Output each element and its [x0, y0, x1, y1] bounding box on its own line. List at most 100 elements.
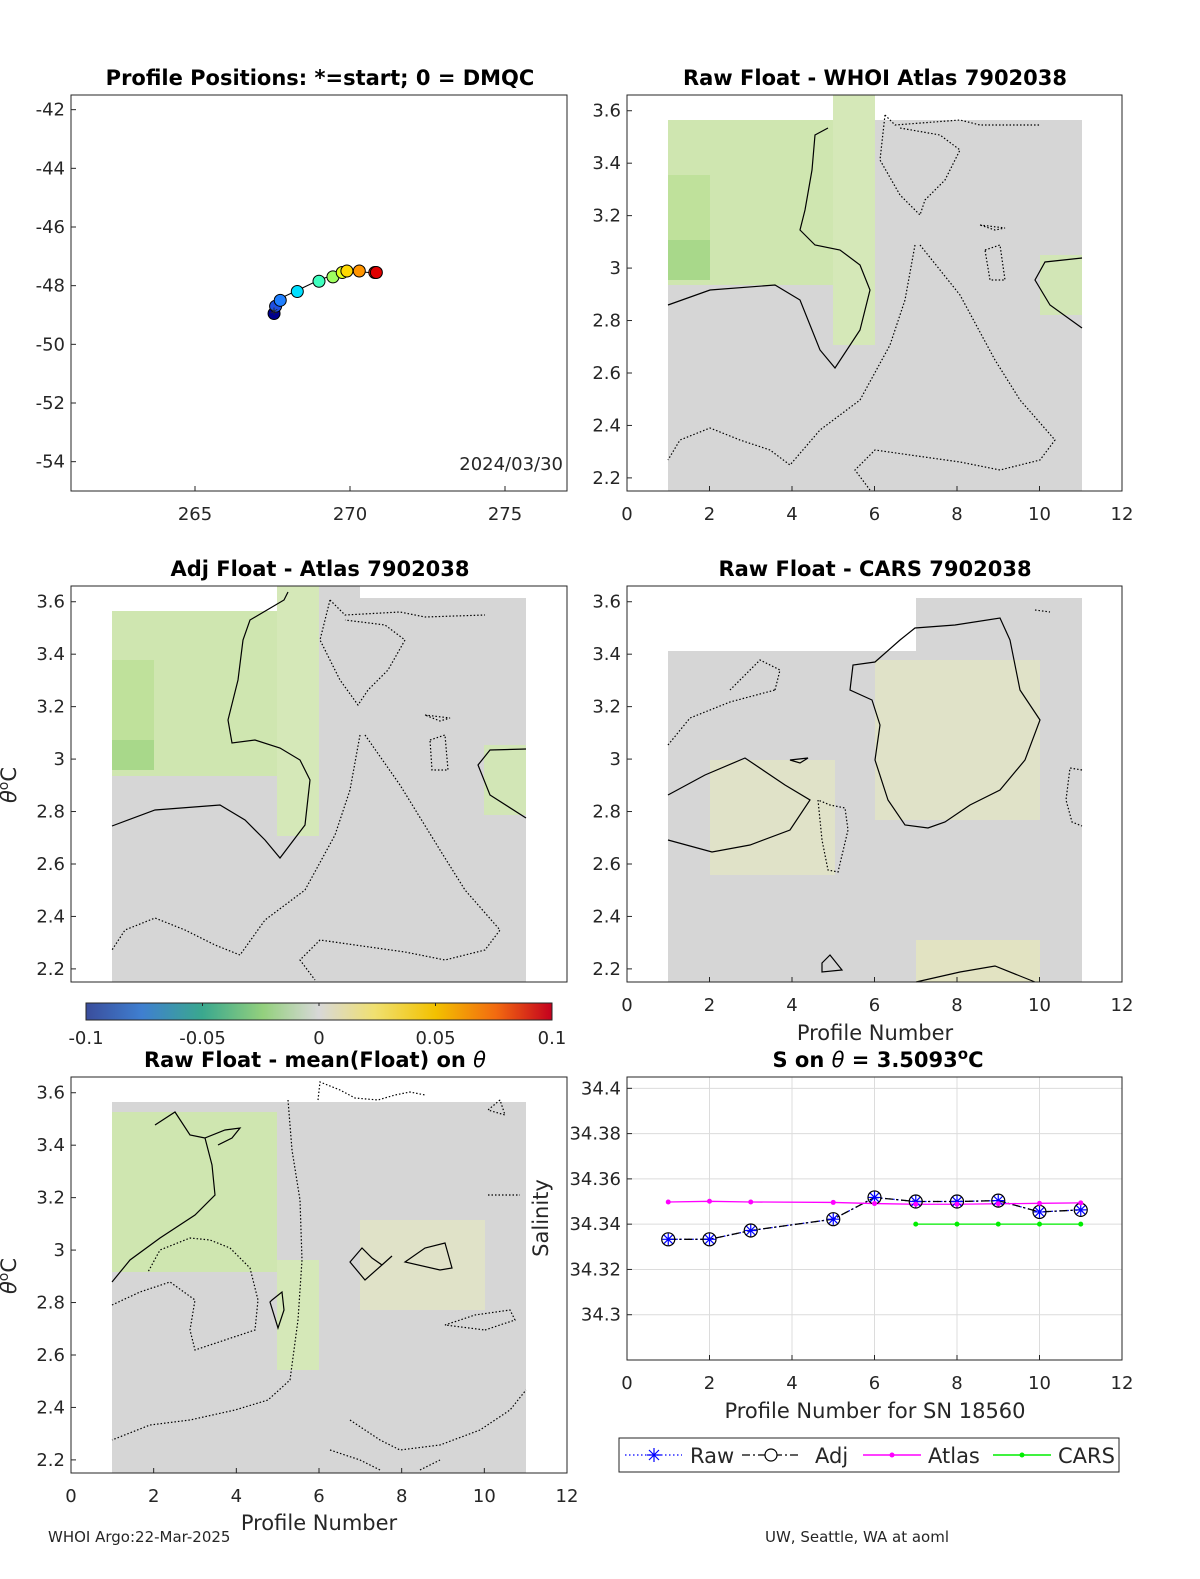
raw-cars-panel: Raw Float - CARS 7902038 3.6 3.4 3.2 3 2.8 2.… — [592, 557, 1133, 1045]
y-tick-label: 2.6 — [36, 854, 65, 875]
adj-atlas-blank-right — [526, 586, 567, 982]
series-line-atlas — [668, 1200, 1081, 1205]
series-point-raw — [1033, 1205, 1046, 1218]
y-tick-label: 2.4 — [36, 906, 65, 927]
y-tick-label: -52 — [36, 393, 65, 414]
series-point-raw — [992, 1194, 1005, 1207]
positions-title: Profile Positions: *=start; 0 = DMQC — [106, 66, 535, 90]
legend-atlas-label: Atlas — [928, 1444, 980, 1468]
series-point-cars — [1078, 1221, 1084, 1227]
y-tick-label: -54 — [36, 452, 65, 473]
colorbar-tick-label: -0.05 — [179, 1028, 226, 1049]
y-tick-label: 3.6 — [592, 592, 621, 613]
series-point-atlas — [830, 1199, 836, 1205]
y-tick-label: 3.4 — [36, 644, 65, 665]
adj-atlas-y-ticks: 3.6 3.4 3.2 3 2.8 2.6 2.4 2.2 — [36, 592, 76, 980]
x-tick-label: 12 — [1111, 504, 1134, 525]
y-tick-label: 2.4 — [592, 906, 621, 927]
y-tick-label: 3.2 — [592, 697, 621, 718]
series-point-cars — [913, 1221, 919, 1227]
x-tick-label: 6 — [869, 504, 880, 525]
x-tick-label: 265 — [178, 504, 212, 525]
y-tick-label: 2.2 — [36, 959, 65, 980]
x-tick-label: 270 — [333, 504, 367, 525]
raw-mean-y-ticks: 3.6 3.4 3.2 3 2.8 2.6 2.4 2.2 — [36, 1083, 76, 1471]
series-point-cars — [954, 1221, 960, 1227]
profile-position-point — [312, 274, 326, 288]
y-tick-label: 34.34 — [569, 1214, 621, 1235]
colorbar-ticks: -0.1 -0.05 0 0.05 0.1 — [68, 1003, 566, 1049]
x-tick-label: 10 — [1028, 504, 1051, 525]
positions-date-label: 2024/03/30 — [459, 454, 563, 475]
positions-panel: Profile Positions: *=start; 0 = DMQC -42… — [36, 66, 568, 525]
legend-cars-label: CARS — [1058, 1444, 1115, 1468]
y-tick-label: -50 — [36, 334, 65, 355]
y-tick-label: 2.6 — [592, 854, 621, 875]
raw-mean-ylabel: θoC — [0, 1258, 21, 1294]
series-point-raw — [662, 1233, 675, 1246]
legend-dot-icon — [1019, 1452, 1025, 1458]
x-tick-label: 6 — [869, 1373, 880, 1394]
y-tick-label: 3 — [610, 258, 621, 279]
y-tick-label: -46 — [36, 217, 65, 238]
x-tick-label: 8 — [951, 1373, 962, 1394]
y-tick-label: 2.4 — [36, 1397, 65, 1418]
raw-whoi-x-ticks: 0 2 4 6 8 10 12 — [621, 486, 1133, 525]
x-tick-label: 275 — [488, 504, 522, 525]
legend-item-raw: Raw — [625, 1444, 734, 1468]
series-point-adj — [949, 1194, 965, 1209]
y-tick-label: 3.2 — [36, 1188, 65, 1209]
salinity-xlabel: Profile Number for SN 18560 — [724, 1399, 1025, 1423]
x-tick-label: 12 — [556, 1486, 579, 1507]
raw-mean-panel: Raw Float - mean(Float) on θ 3.6 3.4 3.2 3 2… — [0, 1048, 578, 1535]
x-tick-label: 8 — [951, 504, 962, 525]
legend-raw-label: Raw — [690, 1444, 734, 1468]
y-tick-label: 2.6 — [592, 363, 621, 384]
y-tick-label: -42 — [36, 100, 65, 121]
x-tick-label: 10 — [1028, 995, 1051, 1016]
x-tick-label: 6 — [313, 1486, 324, 1507]
colorbar-tick-label: 0.1 — [538, 1028, 567, 1049]
raw-whoi-green-right — [1040, 255, 1082, 315]
y-tick-label: 2.8 — [592, 311, 621, 332]
raw-cars-contour-solid — [667, 617, 1041, 983]
footer-right: UW, Seattle, WA at aoml — [765, 1528, 949, 1546]
raw-mean-contour-solid — [111, 1111, 453, 1330]
x-tick-label: 0 — [621, 995, 632, 1016]
legend-dot-icon — [889, 1452, 895, 1458]
x-tick-label: 0 — [621, 504, 632, 525]
raw-mean-title: Raw Float - mean(Float) on θ — [144, 1048, 486, 1072]
raw-mean-yellow — [360, 1220, 485, 1310]
series-point-adj — [661, 1232, 676, 1247]
raw-mean-green-patch — [112, 1112, 277, 1272]
adj-atlas-contour-solid-right — [477, 748, 527, 819]
adj-atlas-title: Adj Float - Atlas 7902038 — [170, 557, 469, 581]
raw-whoi-contour-solid — [667, 127, 871, 370]
raw-whoi-green-darker — [668, 240, 710, 280]
colorbar-tick-label: 0 — [313, 1028, 324, 1049]
x-tick-label: 10 — [473, 1486, 496, 1507]
x-tick-label: 2 — [704, 1373, 715, 1394]
raw-cars-title: Raw Float - CARS 7902038 — [718, 557, 1031, 581]
series-point-atlas — [995, 1201, 1001, 1207]
y-tick-label: 2.6 — [36, 1345, 65, 1366]
adj-atlas-blank-left — [71, 586, 112, 982]
x-tick-label: 12 — [1111, 995, 1134, 1016]
raw-whoi-green-col — [833, 95, 875, 345]
series-point-raw — [951, 1195, 963, 1208]
y-tick-label: 2.4 — [592, 415, 621, 436]
series-point-atlas — [913, 1201, 919, 1207]
y-tick-label: 34.3 — [581, 1305, 621, 1326]
x-tick-label: 2 — [704, 995, 715, 1016]
series-point-raw — [744, 1224, 757, 1237]
salinity-x-ticks: 0 2 4 6 8 10 12 — [621, 1355, 1133, 1394]
y-tick-label: 34.32 — [569, 1259, 621, 1280]
raw-whoi-blank-top — [668, 95, 833, 120]
positions-points — [267, 264, 383, 321]
colorbar: -0.1 -0.05 0 0.05 0.1 — [68, 1002, 566, 1049]
y-tick-label: 3.6 — [36, 592, 65, 613]
salinity-panel: S on θ = 3.5093oC 34.434.3834.3634.3434.… — [529, 1045, 1133, 1423]
y-tick-label: 34.36 — [569, 1169, 621, 1190]
raw-mean-xlabel: Profile Number — [241, 1511, 398, 1535]
legend-item-cars: CARS — [993, 1444, 1115, 1468]
